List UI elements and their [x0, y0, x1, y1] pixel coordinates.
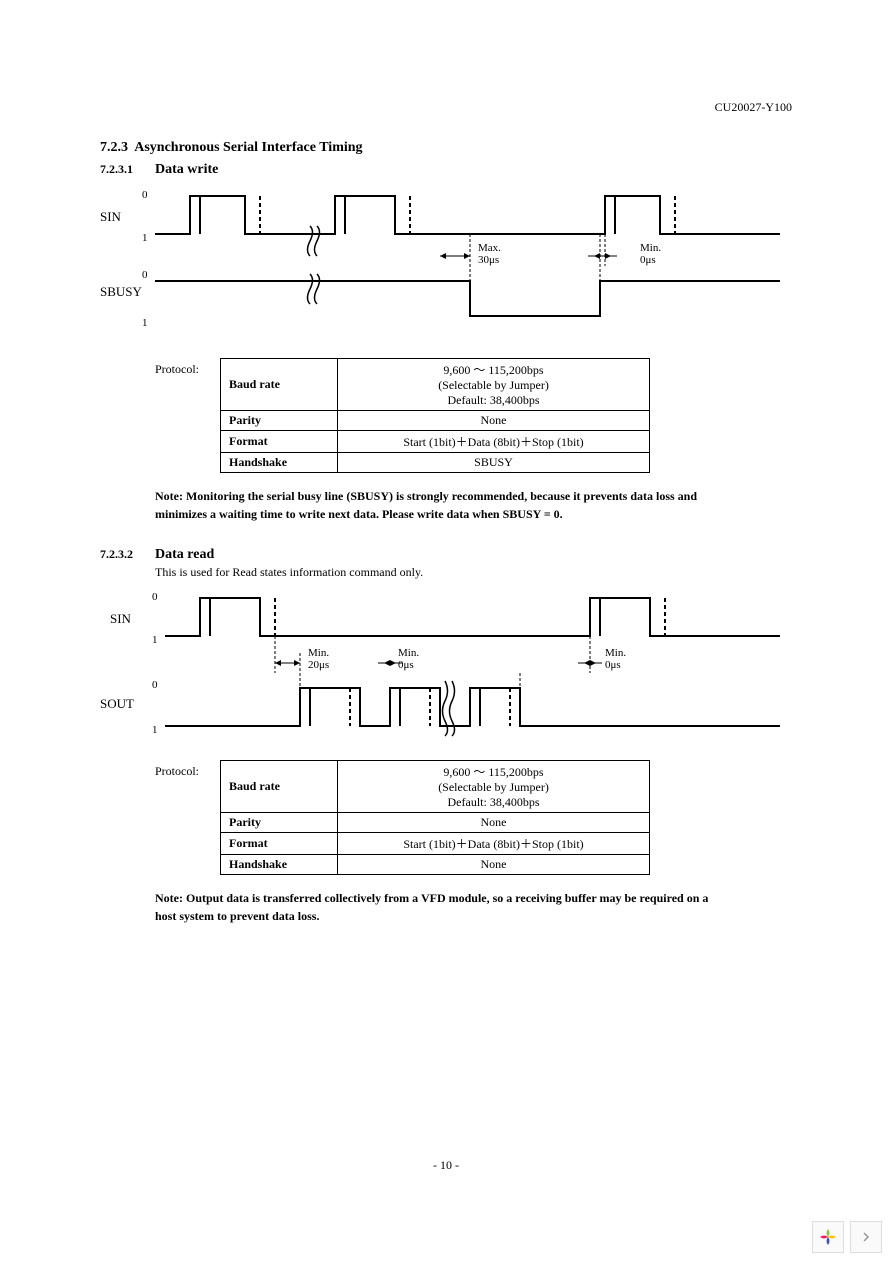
- table-row: FormatStart (1bit)＋Data (8bit)＋Stop (1bi…: [221, 833, 650, 855]
- cell-val: None: [338, 855, 650, 875]
- arrowhead-icon: [464, 253, 470, 259]
- subsection-2-header: 7.2.3.2 Data read: [100, 547, 832, 563]
- sout-level-0: 0: [152, 679, 158, 691]
- sbusy-level-1: 1: [142, 317, 148, 329]
- cell-val: None: [338, 813, 650, 833]
- table-row: FormatStart (1bit)＋Data (8bit)＋Stop (1bi…: [221, 431, 650, 453]
- subsec2-num: 7.2.3.2: [100, 547, 155, 562]
- arrow-label: Min.: [640, 242, 661, 254]
- next-page-button[interactable]: [850, 1221, 882, 1253]
- logo-icon: [812, 1221, 844, 1253]
- break-icon: [308, 274, 313, 304]
- arrow-label: Min.: [398, 647, 419, 659]
- footer-controls: [812, 1221, 882, 1253]
- arrowhead-icon: [275, 660, 281, 666]
- sbusy-waveform: [155, 281, 780, 316]
- protocol-table-1: Baud rate9,600 ～ 115,200bps (Selectable …: [220, 358, 650, 473]
- sin-waveform: [155, 196, 780, 234]
- arrow-label: 0μs: [640, 254, 656, 266]
- protocol-label-1: Protocol:: [155, 358, 220, 473]
- break-icon: [315, 226, 320, 256]
- cell-key: Baud rate: [221, 761, 338, 813]
- cell-key: Handshake: [221, 453, 338, 473]
- note-2: Note: Output data is transferred collect…: [155, 889, 715, 925]
- cell-key: Parity: [221, 813, 338, 833]
- cell-val: 9,600 ～ 115,200bps (Selectable by Jumper…: [338, 761, 650, 813]
- arrowhead-icon: [294, 660, 300, 666]
- sin2-level-1: 1: [152, 634, 158, 646]
- protocol-row-2: Protocol: Baud rate9,600 ～ 115,200bps (S…: [100, 760, 832, 875]
- cell-key: Format: [221, 431, 338, 453]
- table-row: ParityNone: [221, 813, 650, 833]
- sout-level-1: 1: [152, 724, 158, 736]
- chevron-right-icon: [861, 1232, 871, 1242]
- arrow-label: 20μs: [308, 659, 329, 671]
- subsection-1-header: 7.2.3.1 Data write: [100, 162, 832, 178]
- note-1: Note: Monitoring the serial busy line (S…: [155, 487, 715, 523]
- arrow-label: Min.: [605, 647, 626, 659]
- subsec2-title: Data read: [155, 547, 214, 563]
- sout-label: SOUT: [100, 696, 134, 711]
- cell-val: Start (1bit)＋Data (8bit)＋Stop (1bit): [338, 833, 650, 855]
- sin2-level-0: 0: [152, 591, 158, 603]
- arrow-label: 30μs: [478, 254, 499, 266]
- sin-level-0: 0: [142, 189, 148, 201]
- arrow-label: Min.: [308, 647, 329, 659]
- subsec1-num: 7.2.3.1: [100, 162, 155, 177]
- sout-waveform: [165, 688, 780, 726]
- section-name: Asynchronous Serial Interface Timing: [134, 140, 362, 155]
- cell-val: 9,600 ～ 115,200bps (Selectable by Jumper…: [338, 359, 650, 411]
- section-num: 7.2.3: [100, 140, 128, 155]
- cell-key: Format: [221, 833, 338, 855]
- arrow-label: 0μs: [605, 659, 621, 671]
- timing-diagram-read: SIN 0 1 SOUT 0 1: [100, 588, 832, 752]
- arrow-label: 0μs: [398, 659, 414, 671]
- table-row: ParityNone: [221, 411, 650, 431]
- arrow-label: Max.: [478, 242, 501, 254]
- table-row: HandshakeNone: [221, 855, 650, 875]
- cell-val: None: [338, 411, 650, 431]
- timing-diagram-write: SIN 0 1 SBUSY 0 1: [100, 186, 832, 350]
- break-icon: [315, 274, 320, 304]
- page-number: - 10 -: [433, 1158, 459, 1173]
- protocol-label-2: Protocol:: [155, 760, 220, 875]
- subsec2-caption: This is used for Read states information…: [155, 565, 832, 580]
- table-row: HandshakeSBUSY: [221, 453, 650, 473]
- cell-val: Start (1bit)＋Data (8bit)＋Stop (1bit): [338, 431, 650, 453]
- cell-key: Handshake: [221, 855, 338, 875]
- sin-label2: SIN: [110, 611, 132, 626]
- protocol-table-2: Baud rate9,600 ～ 115,200bps (Selectable …: [220, 760, 650, 875]
- cell-key: Parity: [221, 411, 338, 431]
- table-row: Baud rate9,600 ～ 115,200bps (Selectable …: [221, 761, 650, 813]
- page-content: CU20027-Y100 7.2.3 Asynchronous Serial I…: [0, 0, 892, 965]
- section-title: 7.2.3 Asynchronous Serial Interface Timi…: [100, 140, 832, 156]
- sin-level-1: 1: [142, 232, 148, 244]
- sbusy-level-0: 0: [142, 269, 148, 281]
- protocol-row-1: Protocol: Baud rate9,600 ～ 115,200bps (S…: [100, 358, 832, 473]
- subsec1-title: Data write: [155, 162, 218, 178]
- cell-val: SBUSY: [338, 453, 650, 473]
- sin2-waveform: [165, 598, 780, 636]
- sbusy-label: SBUSY: [100, 284, 143, 299]
- break-icon: [308, 226, 313, 256]
- table-row: Baud rate9,600 ～ 115,200bps (Selectable …: [221, 359, 650, 411]
- arrowhead-icon: [440, 253, 446, 259]
- break-icon: [443, 681, 448, 736]
- break-icon: [450, 681, 455, 736]
- sin-label: SIN: [100, 209, 122, 224]
- cell-key: Baud rate: [221, 359, 338, 411]
- doc-id: CU20027-Y100: [715, 100, 792, 115]
